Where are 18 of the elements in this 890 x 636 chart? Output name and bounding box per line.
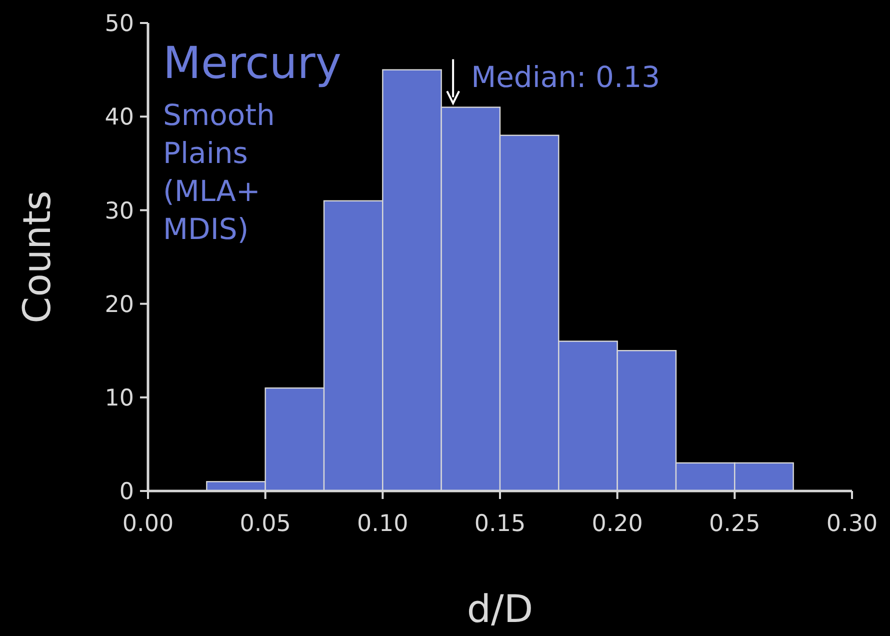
x-tick-label: 0.10 — [357, 511, 408, 537]
y-axis-title: Counts — [15, 190, 59, 324]
x-tick-label: 0.25 — [709, 511, 760, 537]
y-tick-label: 10 — [104, 385, 134, 412]
x-tick-label: 0.30 — [826, 511, 878, 537]
x-tick-label: 0.05 — [240, 511, 291, 537]
x-axis-title: d/D — [466, 587, 534, 631]
annotation: Median: 0.13 — [471, 60, 660, 94]
text: Smooth Plains (MLA+ MDIS) — [163, 98, 275, 246]
y-tick-label: 0 — [119, 479, 134, 506]
x-tick-label: 0.15 — [474, 511, 526, 537]
y-tick-label: 40 — [104, 104, 134, 131]
x-tick-label: 0.20 — [592, 511, 643, 537]
x-tick-label: 0.00 — [122, 511, 174, 537]
y-tick-label: 50 — [104, 11, 134, 38]
y-tick-label: 30 — [104, 198, 134, 224]
y-tick-label: 20 — [104, 292, 134, 318]
chart-title: Mercury — [163, 38, 342, 89]
